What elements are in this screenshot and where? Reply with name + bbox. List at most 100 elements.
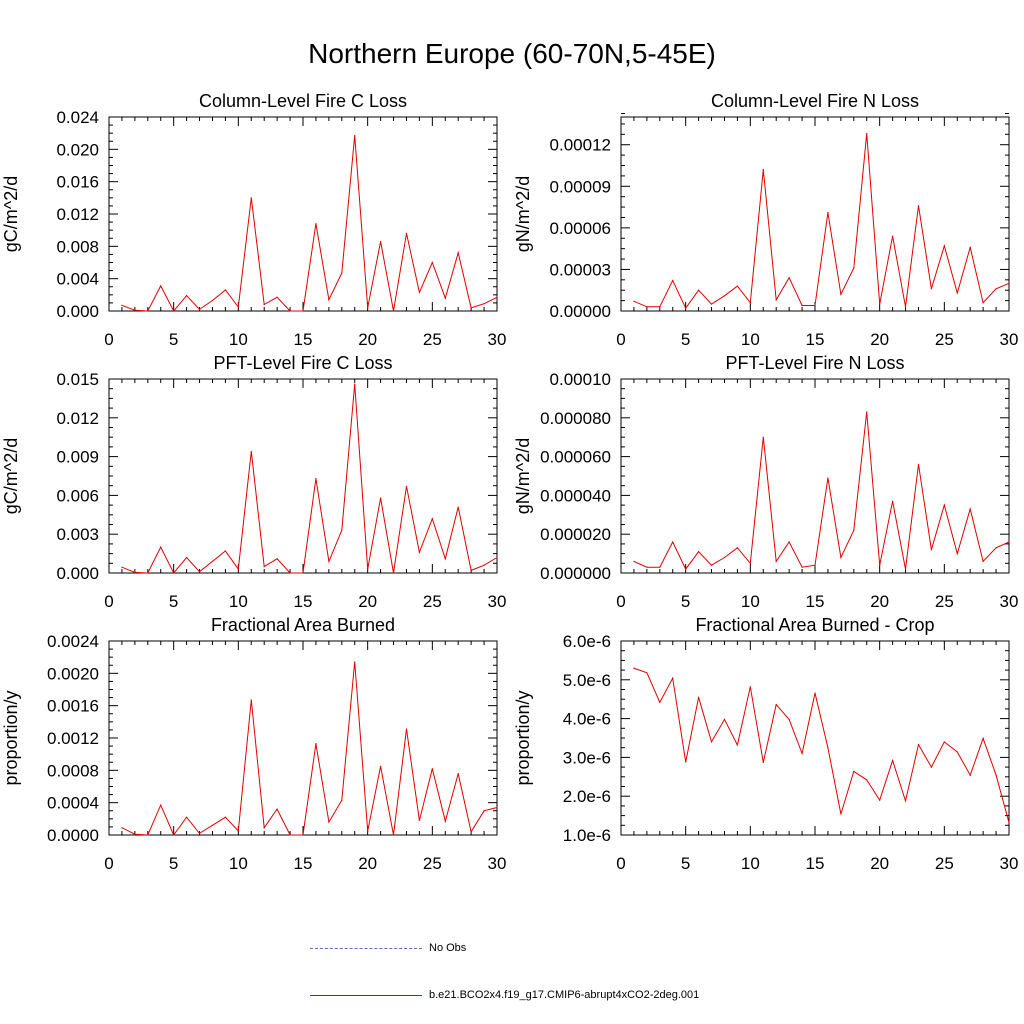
data-point — [892, 235, 894, 237]
data-point — [995, 774, 997, 776]
x-tick-label: 0 — [616, 330, 625, 349]
y-tick-label: 0.000020 — [540, 525, 611, 544]
x-tick-label: 20 — [358, 330, 377, 349]
y-tick-label: 2.0e-6 — [563, 787, 611, 806]
x-tick-label: 15 — [294, 854, 313, 873]
data-point — [198, 832, 201, 834]
y-tick-label: 0.000000 — [540, 564, 611, 583]
data-point — [134, 833, 136, 835]
y-tick-label: 0.016 — [56, 173, 99, 192]
data-point — [173, 572, 175, 574]
x-tick-label: 10 — [229, 592, 248, 611]
data-point — [457, 252, 459, 254]
y-tick-label: 0.00012 — [550, 136, 611, 155]
x-tick-label: 15 — [806, 592, 825, 611]
data-point — [160, 804, 162, 806]
data-point — [723, 718, 726, 720]
data-point — [302, 572, 304, 574]
y-tick-label: 3.0e-6 — [563, 748, 611, 767]
data-point — [633, 667, 635, 669]
x-tick-label: 5 — [681, 854, 690, 873]
data-point — [853, 529, 855, 531]
data-point — [879, 303, 881, 305]
data-point — [840, 556, 842, 559]
x-tick-label: 30 — [1000, 330, 1019, 349]
x-tick-label: 20 — [870, 592, 889, 611]
data-point — [186, 295, 188, 297]
series-line — [633, 411, 1010, 571]
plot-frame — [620, 116, 1010, 312]
x-tick-label: 25 — [935, 854, 954, 873]
panel-title: PFT-Level Fire N Loss — [725, 353, 904, 373]
series-line — [121, 384, 498, 574]
data-point — [943, 741, 945, 743]
data-point — [431, 261, 433, 264]
y-tick-label: 0.000080 — [540, 409, 611, 428]
x-tick-label: 15 — [294, 592, 313, 611]
data-point — [250, 450, 252, 453]
y-tick-label: 4.0e-6 — [563, 710, 611, 729]
data-point — [470, 569, 472, 572]
data-point — [367, 307, 369, 309]
x-tick-label: 0 — [104, 854, 113, 873]
data-point — [496, 806, 498, 809]
data-point — [198, 571, 201, 573]
data-point — [431, 518, 433, 520]
x-tick-label: 20 — [870, 854, 889, 873]
y-tick-label: 0.015 — [56, 370, 99, 389]
data-point — [969, 774, 971, 776]
plot-frame — [108, 116, 498, 312]
x-tick-label: 20 — [358, 854, 377, 873]
data-point — [237, 568, 239, 570]
data-point — [710, 741, 713, 743]
x-tick-label: 0 — [616, 854, 625, 873]
y-tick-label: 0.00003 — [550, 260, 611, 279]
data-point — [224, 550, 226, 552]
data-point — [289, 310, 291, 312]
data-point — [710, 303, 713, 305]
data-point — [775, 560, 777, 562]
data-point — [276, 808, 278, 810]
x-tick-label: 25 — [423, 592, 442, 611]
data-point — [160, 546, 162, 548]
plot-frame — [108, 640, 498, 836]
data-point — [775, 704, 777, 706]
data-point — [367, 568, 369, 570]
data-point — [134, 309, 136, 311]
data-point — [995, 288, 997, 290]
chart-panel-6: 0 5 10 15 20 25 30 1.0e-6 2.0e-6 3.0e-6 4.0e-6 5.0e… — [513, 615, 1018, 873]
data-point — [801, 304, 803, 307]
data-point — [367, 830, 369, 832]
data-point — [444, 297, 446, 299]
x-tick-label: 25 — [935, 330, 954, 349]
series-line — [633, 133, 1010, 310]
legend-label: b.e21.BCO2x4.f19_g17.CMIP6-abrupt4xCO2-2… — [429, 989, 700, 1001]
data-point — [147, 310, 149, 312]
data-point — [328, 299, 330, 301]
data-point — [788, 277, 790, 279]
data-point — [457, 772, 459, 775]
data-point — [698, 696, 700, 698]
data-point — [853, 770, 855, 772]
data-point — [380, 240, 382, 243]
data-point — [1008, 541, 1010, 543]
data-point — [723, 295, 726, 297]
data-point — [315, 477, 317, 480]
data-point — [788, 541, 790, 543]
data-point — [930, 288, 933, 290]
data-point — [749, 562, 751, 564]
data-point — [173, 310, 175, 312]
x-tick-label: 15 — [806, 854, 825, 873]
data-point — [250, 197, 252, 199]
x-tick-label: 5 — [169, 854, 178, 873]
figure-title: Northern Europe (60-70N,5-45E) — [308, 38, 716, 69]
y-tick-label: 0.00009 — [550, 177, 611, 196]
data-point — [969, 246, 971, 248]
data-point — [496, 556, 498, 559]
data-point — [392, 310, 395, 312]
data-point — [173, 834, 175, 836]
x-tick-label: 30 — [488, 854, 507, 873]
y-tick-label: 0.000 — [56, 564, 99, 583]
x-tick-label: 20 — [358, 592, 377, 611]
data-point — [263, 565, 265, 568]
